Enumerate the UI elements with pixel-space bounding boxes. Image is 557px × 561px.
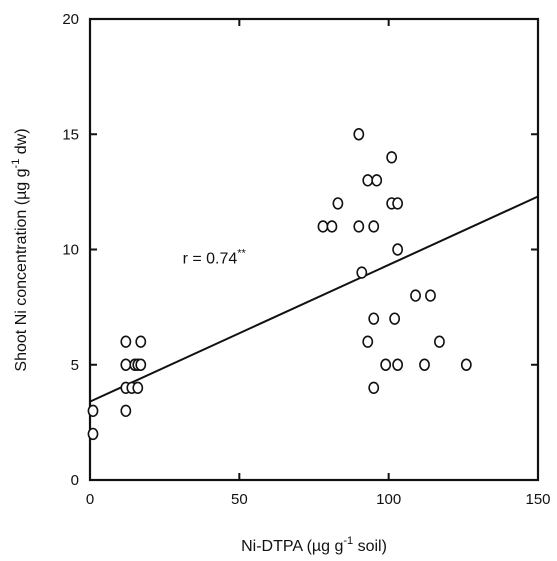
- x-tick-label: 150: [525, 491, 550, 508]
- data-point: [353, 220, 365, 233]
- axis-tick-labels: 0 50 100 150 0 5 10 15 20: [62, 11, 550, 508]
- data-point: [410, 289, 421, 302]
- data-point: [368, 220, 380, 233]
- data-point: [425, 289, 436, 302]
- data-point: [371, 174, 383, 187]
- x-tick-label: 0: [86, 491, 94, 508]
- correlation-annotation: r = 0.74**: [183, 247, 247, 267]
- x-axis-title: Ni-DTPA (µg g-1 soil): [241, 535, 387, 555]
- y-tick-label: 15: [62, 126, 79, 143]
- y-axis-title-sup: -1: [10, 159, 22, 169]
- data-point: [389, 312, 401, 325]
- data-point: [368, 312, 380, 325]
- data-point: [392, 197, 404, 210]
- data-point: [368, 381, 380, 394]
- x-axis-title-main: Ni-DTPA (µg g: [241, 538, 343, 555]
- x-tick-label: 50: [231, 491, 248, 508]
- y-axis-title-main: Shoot Ni concentration (µg g: [13, 168, 30, 371]
- correlation-significance: **: [237, 247, 246, 259]
- data-point: [120, 358, 132, 371]
- axis-ticks: [89, 18, 539, 481]
- data-point: [380, 358, 392, 371]
- data-point: [135, 358, 147, 371]
- data-point: [326, 220, 338, 233]
- data-point: [434, 335, 445, 348]
- data-point: [356, 266, 368, 279]
- data-point: [87, 427, 99, 441]
- data-point: [87, 404, 99, 418]
- x-axis-title-tail: soil): [353, 538, 387, 555]
- data-point: [135, 335, 147, 348]
- y-tick-label: 10: [62, 242, 79, 259]
- data-point: [362, 174, 374, 187]
- data-point: [120, 335, 132, 348]
- data-point: [332, 197, 344, 210]
- y-tick-label: 20: [62, 11, 79, 28]
- data-point: [120, 404, 132, 418]
- y-tick-label: 0: [71, 472, 79, 489]
- data-point: [317, 220, 329, 233]
- data-point: [386, 151, 398, 164]
- data-point: [392, 358, 404, 371]
- y-tick-label: 5: [71, 357, 79, 374]
- x-tick-label: 100: [376, 491, 401, 508]
- y-axis-title-tail: dw): [13, 128, 30, 158]
- correlation-text: r = 0.74: [183, 250, 238, 267]
- data-point: [392, 243, 404, 256]
- x-axis-title-sup: -1: [343, 535, 353, 547]
- data-point: [353, 128, 365, 141]
- data-point: [419, 358, 430, 371]
- data-points: [87, 128, 472, 441]
- regression-line: [89, 195, 539, 403]
- data-point: [132, 381, 144, 394]
- plot-frame: [88, 17, 540, 482]
- data-point: [362, 335, 374, 348]
- data-point: [460, 358, 472, 371]
- y-axis-title: Shoot Ni concentration (µg g-1 dw): [10, 128, 30, 371]
